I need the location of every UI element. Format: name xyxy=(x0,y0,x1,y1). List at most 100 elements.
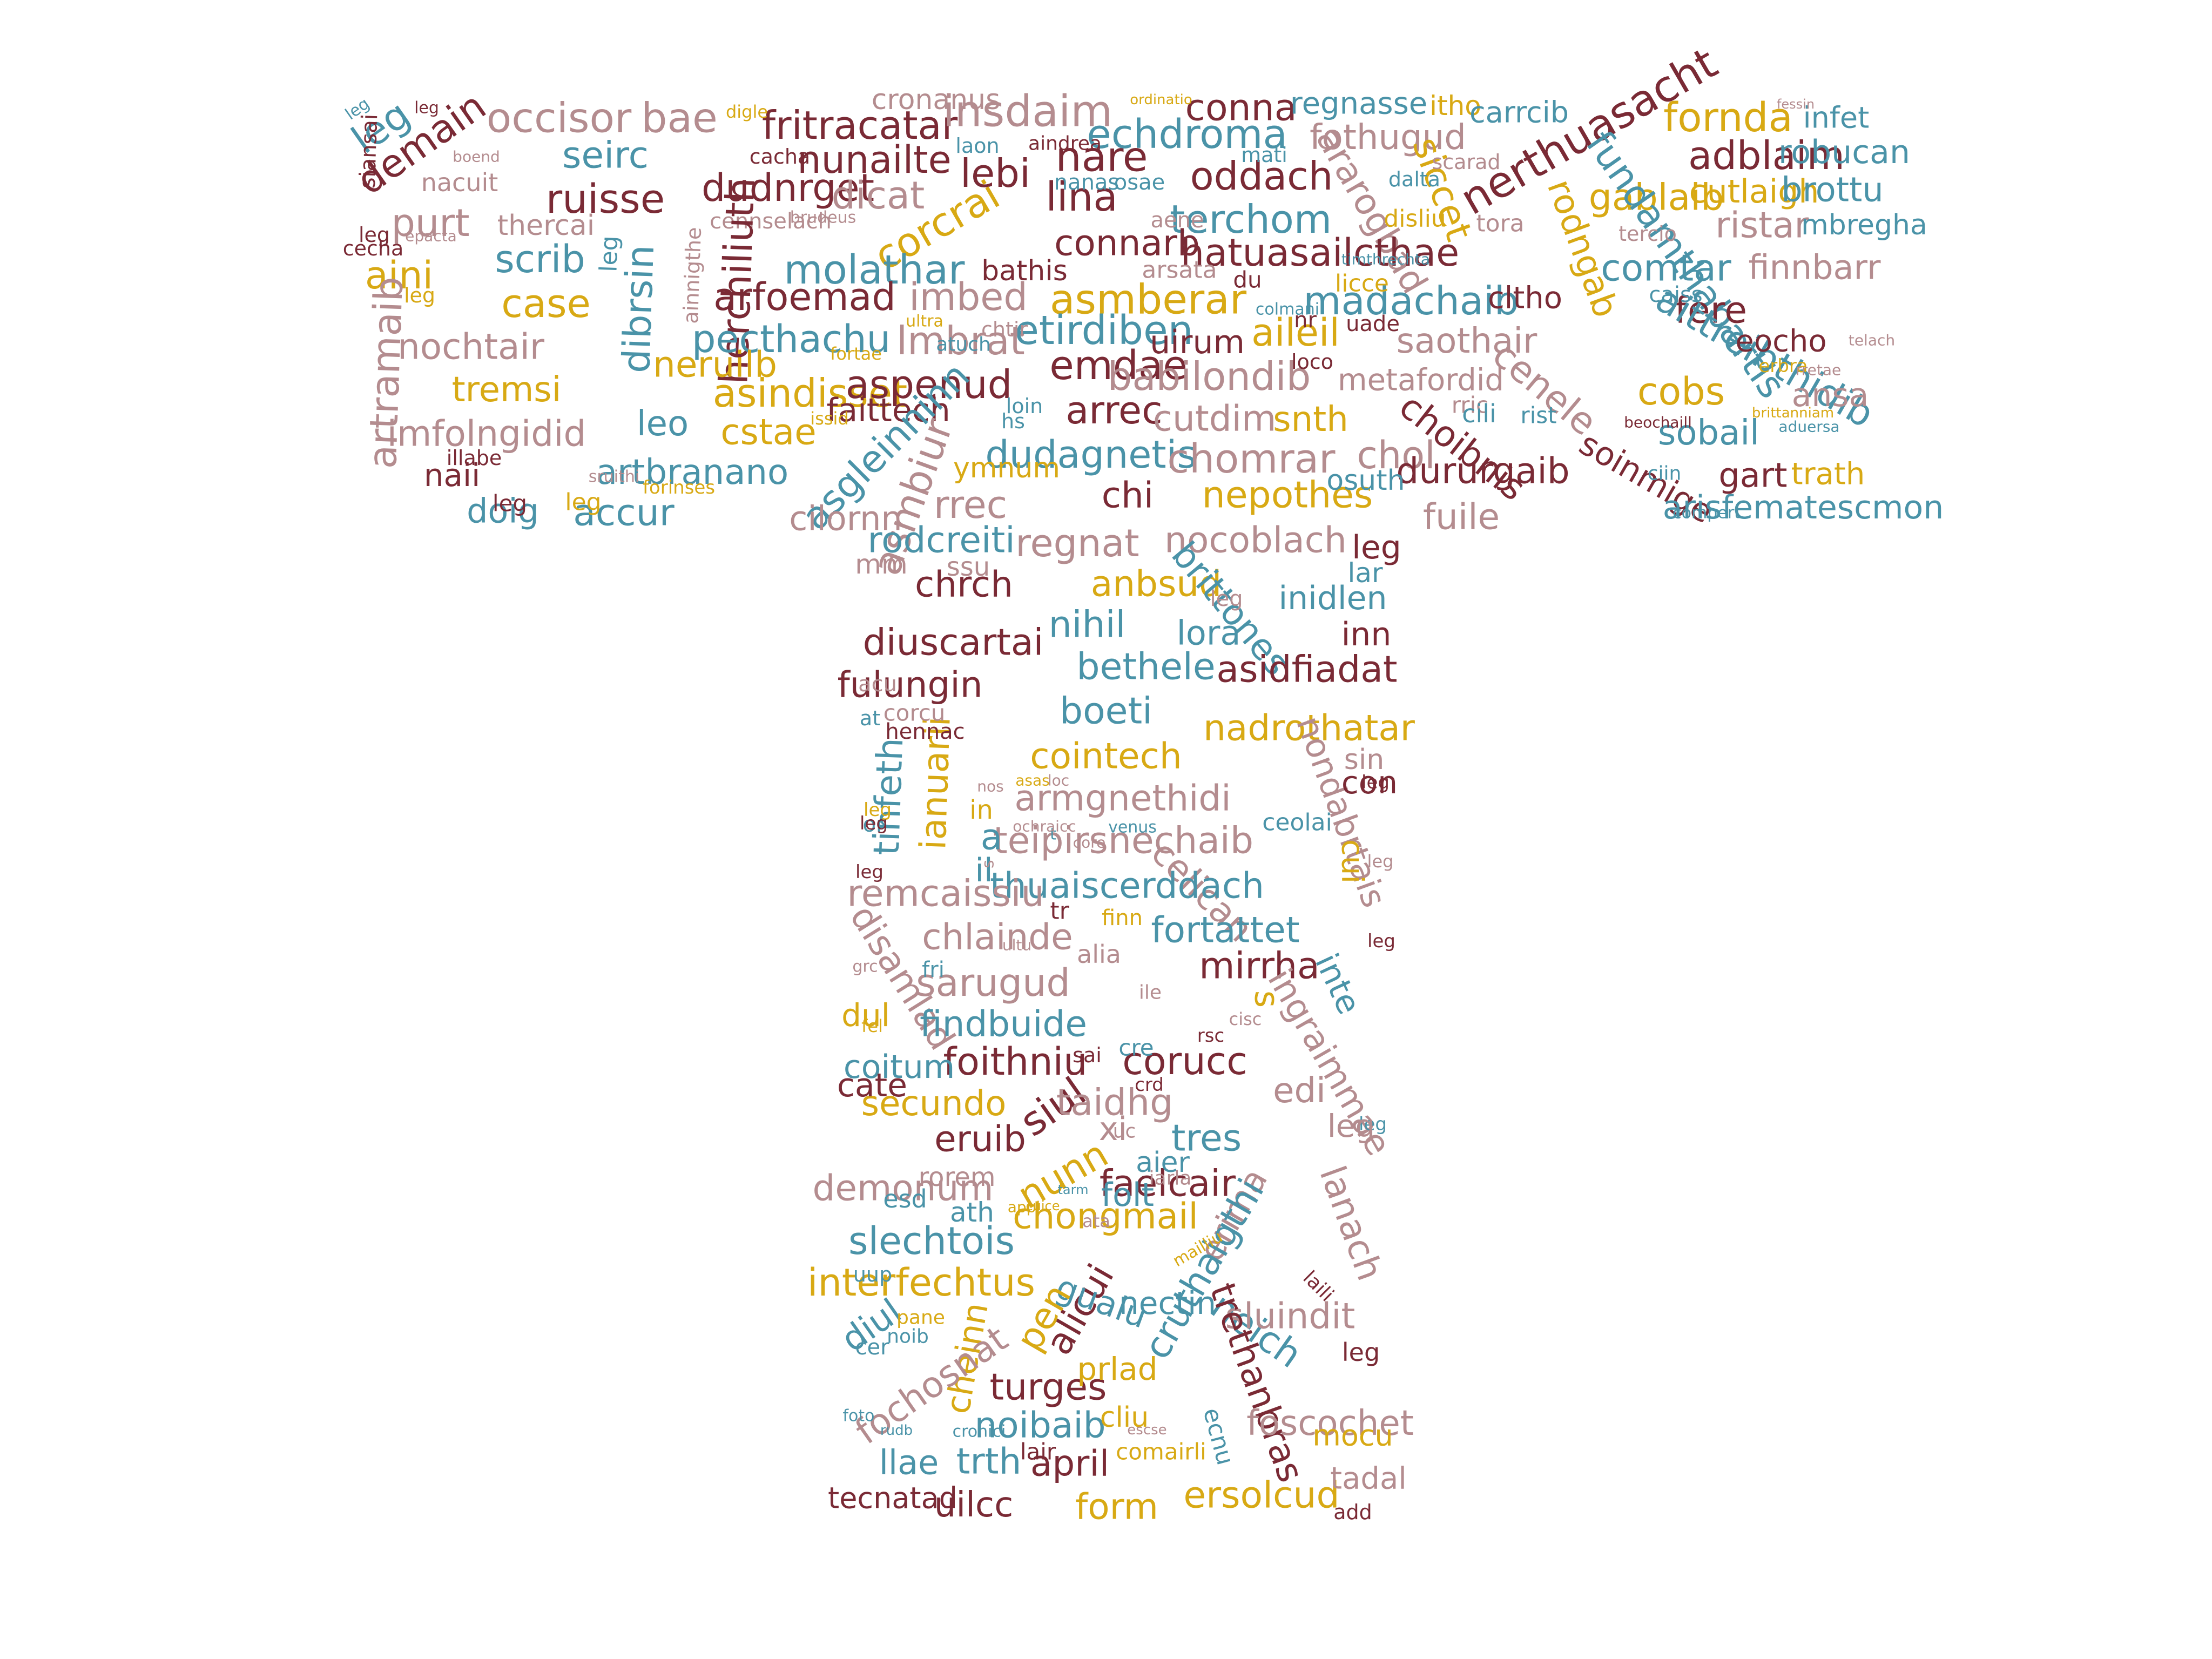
cloud-word: chlainde xyxy=(922,916,1073,958)
cloud-word: hatuasailcthae xyxy=(1181,231,1460,275)
cloud-word: rist xyxy=(1520,402,1556,429)
cloud-word: snth xyxy=(1273,400,1348,440)
cloud-word: colmani xyxy=(1256,300,1319,319)
cloud-word: madachaib xyxy=(1303,278,1519,323)
cloud-word: corucc xyxy=(1122,1039,1247,1083)
cloud-word: leg xyxy=(493,490,527,517)
cloud-word: remcaissiu xyxy=(847,873,1044,915)
cloud-word: nunailte xyxy=(797,138,951,182)
cloud-word: lina xyxy=(1046,174,1117,220)
cloud-word: leg xyxy=(860,813,888,834)
cloud-word: dicat xyxy=(832,173,925,218)
cloud-word: ssu xyxy=(947,552,990,582)
cloud-word: cltho xyxy=(1488,281,1562,316)
cloud-word: uc xyxy=(1113,1121,1136,1143)
cloud-word: echdroma xyxy=(1087,111,1287,158)
cloud-word: april xyxy=(1030,1443,1109,1485)
cloud-word: babilondib xyxy=(1108,354,1311,399)
cloud-word: gart xyxy=(1718,456,1787,495)
cloud-word: findbuide xyxy=(920,1003,1087,1045)
cloud-word: brittanniam xyxy=(1752,405,1834,421)
cloud-word: tremsi xyxy=(452,370,562,410)
cloud-word: fulungin xyxy=(837,664,982,706)
cloud-word: case xyxy=(501,281,591,326)
cloud-word: scarad xyxy=(1432,150,1500,174)
cloud-word: ciin xyxy=(1648,463,1682,485)
cloud-word: ersolcud xyxy=(1183,1474,1339,1517)
cloud-word: cilornn xyxy=(789,499,902,538)
cloud-word: esd xyxy=(883,1184,927,1213)
cloud-word: cili xyxy=(1462,399,1496,428)
cloud-word: crd xyxy=(1135,1074,1164,1096)
cloud-word: grc xyxy=(852,957,878,976)
cloud-word: ceolai xyxy=(1262,809,1332,837)
cloud-word: brottu xyxy=(1781,170,1883,210)
cloud-word: aini xyxy=(365,253,433,298)
cloud-word: or xyxy=(863,812,885,837)
cloud-word: a xyxy=(981,817,1002,858)
cloud-word: leg xyxy=(565,489,601,516)
cloud-word: emdae xyxy=(1049,342,1187,389)
cloud-word: escse xyxy=(1127,1422,1166,1438)
cloud-word: sarugud xyxy=(916,961,1070,1005)
cloud-word: uirum xyxy=(1150,323,1245,361)
cloud-word: uilcc xyxy=(934,1485,1014,1525)
cloud-word: tecnatad xyxy=(828,1481,957,1515)
cloud-word: lanach xyxy=(1311,1161,1391,1286)
cloud-word: asas xyxy=(1015,772,1050,790)
cloud-word: fel xyxy=(861,1016,883,1036)
cloud-word: sluindit xyxy=(1225,1296,1355,1337)
cloud-word: foscochet xyxy=(1246,1404,1414,1444)
cloud-word: rudb xyxy=(880,1422,913,1439)
cloud-word: caiss xyxy=(1649,282,1702,307)
cloud-word: aier xyxy=(1136,1147,1190,1179)
cloud-word: dudnrget xyxy=(702,166,874,210)
cloud-word: chrch xyxy=(915,564,1013,605)
cloud-word: secundo xyxy=(861,1084,1007,1124)
cloud-word: eruib xyxy=(934,1118,1026,1160)
cloud-word: chomrar xyxy=(1167,436,1336,482)
cloud-word: llae xyxy=(879,1443,939,1482)
cloud-word: cate xyxy=(837,1067,907,1104)
cloud-word: bathis xyxy=(981,255,1068,287)
cloud-word: metafordid xyxy=(1338,363,1504,398)
cloud-word: molathar xyxy=(784,247,966,293)
cloud-word: inidlen xyxy=(1278,579,1387,617)
cloud-word: loc xyxy=(1048,772,1069,790)
cloud-word: regnat xyxy=(1015,521,1139,565)
cloud-word: mbregha xyxy=(1801,209,1927,241)
cloud-word: purt xyxy=(391,201,469,245)
cloud-word: bethele xyxy=(1076,646,1215,689)
cloud-word: cre xyxy=(1118,1035,1154,1061)
cloud-word: arisfematescmon xyxy=(1663,489,1944,527)
cloud-word: cstae xyxy=(720,412,817,453)
cloud-word: s xyxy=(1247,990,1287,1008)
cloud-word: occisor xyxy=(487,94,632,142)
cloud-word: naii xyxy=(424,457,481,494)
cloud-word: tadal xyxy=(1330,1461,1407,1496)
cloud-word: cui xyxy=(1335,839,1370,884)
cloud-word: loco xyxy=(1291,350,1333,374)
cloud-word: leo xyxy=(637,404,689,444)
cloud-word: dibrsin xyxy=(614,244,663,374)
cloud-word: telach xyxy=(1849,332,1895,349)
cloud-word: etirdiben xyxy=(1014,307,1193,354)
cloud-word: thuaiscerddach xyxy=(990,865,1264,907)
cloud-word: fuile xyxy=(1423,496,1500,538)
cloud-word: cer xyxy=(855,1335,889,1360)
cloud-word: diuscartai xyxy=(863,622,1044,664)
cloud-word: boeti xyxy=(1060,690,1152,733)
cloud-word: leg xyxy=(595,235,623,273)
cloud-word: trth xyxy=(956,1441,1022,1482)
cloud-word: conna xyxy=(1185,87,1297,130)
cloud-word: cennselach xyxy=(710,209,832,234)
cloud-word: tora xyxy=(1476,210,1524,238)
cloud-word: faittech xyxy=(826,392,950,429)
cloud-word: artbranano xyxy=(596,453,788,493)
cloud-word: core xyxy=(1073,834,1106,852)
cloud-word: fortae xyxy=(830,343,882,364)
cloud-word: slechtois xyxy=(848,1219,1015,1263)
cloud-word: faelcair xyxy=(1100,1163,1236,1205)
cloud-word: il xyxy=(975,852,993,889)
